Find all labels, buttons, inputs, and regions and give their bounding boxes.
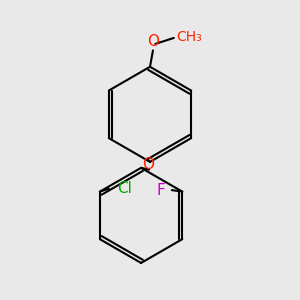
Text: CH₃: CH₃ xyxy=(177,30,202,44)
Text: O: O xyxy=(142,158,154,172)
Text: F: F xyxy=(156,183,165,198)
Text: Cl: Cl xyxy=(117,181,132,196)
Text: O: O xyxy=(147,34,159,49)
